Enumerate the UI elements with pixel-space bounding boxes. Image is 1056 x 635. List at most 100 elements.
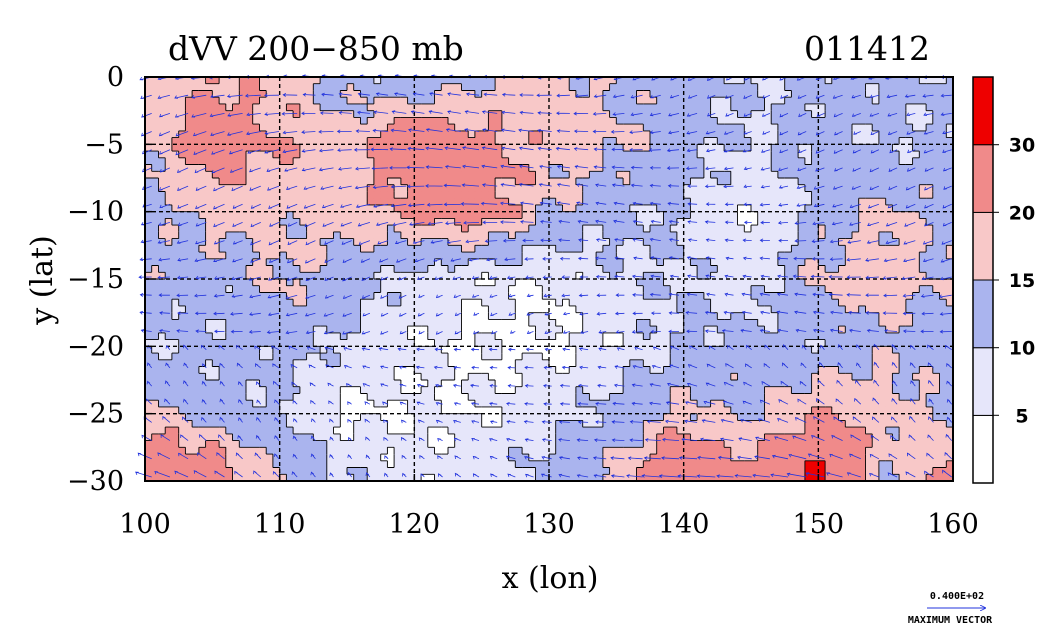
field-cell (703, 83, 712, 92)
field-cell (178, 231, 186, 240)
field-cell (252, 252, 261, 260)
field-cell (730, 225, 739, 233)
field-cell (299, 77, 308, 85)
field-cell (198, 272, 207, 280)
field-cell (852, 110, 860, 118)
field-cell (596, 157, 604, 166)
field-cell (448, 164, 456, 172)
field-cell (825, 171, 833, 179)
field-cell (252, 90, 261, 98)
field-cell (663, 326, 671, 334)
field-cell (340, 353, 348, 361)
field-cell (387, 204, 395, 213)
field-cell (905, 252, 914, 260)
field-cell (730, 332, 739, 341)
field-cell (171, 198, 180, 206)
field-cell (663, 191, 671, 199)
field-cell (616, 238, 624, 246)
field-cell (192, 90, 200, 98)
field-cell (145, 130, 153, 139)
field-cell (515, 77, 523, 85)
field-cell (515, 90, 523, 98)
field-cell (757, 292, 766, 300)
field-cell (448, 178, 456, 186)
field-cell (798, 299, 806, 307)
field-cell (448, 252, 456, 260)
field-cell (549, 204, 557, 213)
field-cell (246, 332, 254, 341)
field-cell (198, 211, 207, 219)
field-cell (394, 292, 402, 300)
field-cell (340, 171, 348, 179)
field-cell (811, 265, 819, 273)
field-cell (441, 77, 449, 85)
field-cell (683, 130, 691, 139)
field-cell (353, 346, 362, 354)
field-cell (461, 110, 469, 118)
field-cell (259, 178, 267, 186)
field-cell (602, 305, 611, 314)
field-cell (279, 238, 287, 246)
field-cell (831, 238, 840, 246)
field-cell (697, 218, 705, 226)
field-cell (798, 137, 806, 145)
field-cell (259, 90, 267, 98)
field-cell (373, 231, 382, 240)
field-cell (872, 191, 880, 199)
field-cell (246, 218, 254, 226)
field-cell (474, 157, 483, 166)
field-cell (858, 326, 867, 334)
field-cell (865, 339, 873, 347)
field-cell (299, 218, 308, 226)
field-cell (926, 124, 934, 132)
field-cell (394, 184, 402, 193)
field-cell (246, 171, 254, 179)
field-cell (387, 332, 395, 341)
field-cell (407, 184, 415, 193)
field-cell (690, 285, 698, 294)
field-cell (865, 299, 873, 307)
field-cell (407, 218, 415, 226)
field-cell (347, 144, 355, 152)
field-cell (724, 137, 732, 145)
field-cell (400, 279, 409, 287)
field-cell (690, 326, 698, 334)
field-cell (360, 130, 368, 139)
field-cell (892, 137, 900, 145)
field-cell (878, 346, 887, 354)
field-cell (596, 184, 604, 193)
field-cell (468, 272, 476, 280)
field-cell (845, 97, 853, 105)
field-cell (353, 83, 362, 92)
field-cell (212, 77, 220, 85)
field-cell (596, 130, 604, 139)
field-cell (239, 258, 247, 267)
field-cell (232, 171, 240, 179)
field-cell (609, 319, 617, 327)
field-cell (508, 178, 516, 186)
field-cell (757, 279, 766, 287)
field-cell (542, 265, 550, 273)
field-cell (650, 292, 658, 300)
field-cell (885, 218, 893, 226)
field-cell (165, 225, 173, 233)
field-cell (737, 124, 745, 132)
field-cell (515, 178, 523, 186)
field-cell (387, 225, 395, 233)
field-cell (616, 265, 624, 273)
field-cell (730, 117, 739, 125)
field-cell (885, 346, 893, 354)
field-cell (939, 231, 947, 240)
field-cell (427, 218, 436, 226)
field-cell (757, 110, 766, 118)
field-cell (811, 332, 819, 341)
field-cell (252, 346, 261, 354)
field-cell (858, 225, 867, 233)
field-cell (730, 305, 739, 314)
field-cell (771, 151, 779, 159)
field-cell (367, 130, 375, 139)
field-cell (582, 184, 590, 193)
field-cell (919, 225, 927, 233)
field-cell (730, 191, 739, 199)
field-cell (656, 279, 665, 287)
